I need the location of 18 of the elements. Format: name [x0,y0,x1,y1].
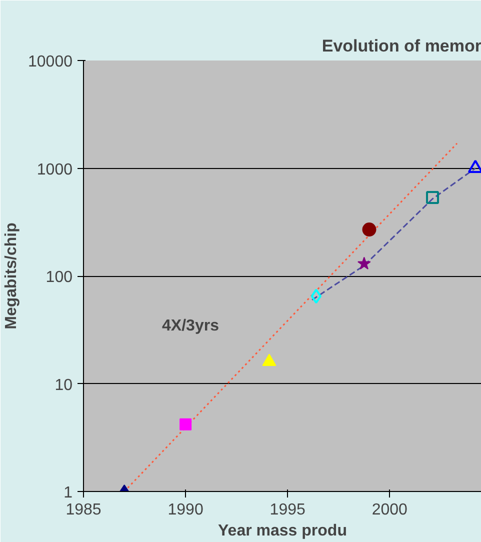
x-tick-label: 1990 [168,502,204,518]
y-tick-label: 1 [64,484,73,502]
y-axis-title: Megabits/chip [3,222,20,330]
y-tick-label: 1000 [36,161,73,178]
x-axis-title: Year mass produ [218,522,347,540]
x-tick-label: 1985 [66,502,102,518]
annotation: 4X/3yrs [162,318,220,334]
point [426,191,440,204]
point [362,222,376,237]
point [262,354,276,366]
x-tick-label: 2000 [372,502,408,518]
y-tick-label: 10000 [28,54,73,70]
point [357,256,371,270]
point [310,288,322,304]
y-tick-label: 10 [54,376,73,394]
x-tick-label: 1995 [270,502,306,518]
chart-title: Evolution of memor [322,36,481,56]
y-tick-label: 100 [46,269,73,286]
